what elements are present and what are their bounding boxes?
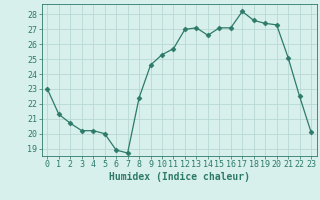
X-axis label: Humidex (Indice chaleur): Humidex (Indice chaleur) bbox=[109, 172, 250, 182]
